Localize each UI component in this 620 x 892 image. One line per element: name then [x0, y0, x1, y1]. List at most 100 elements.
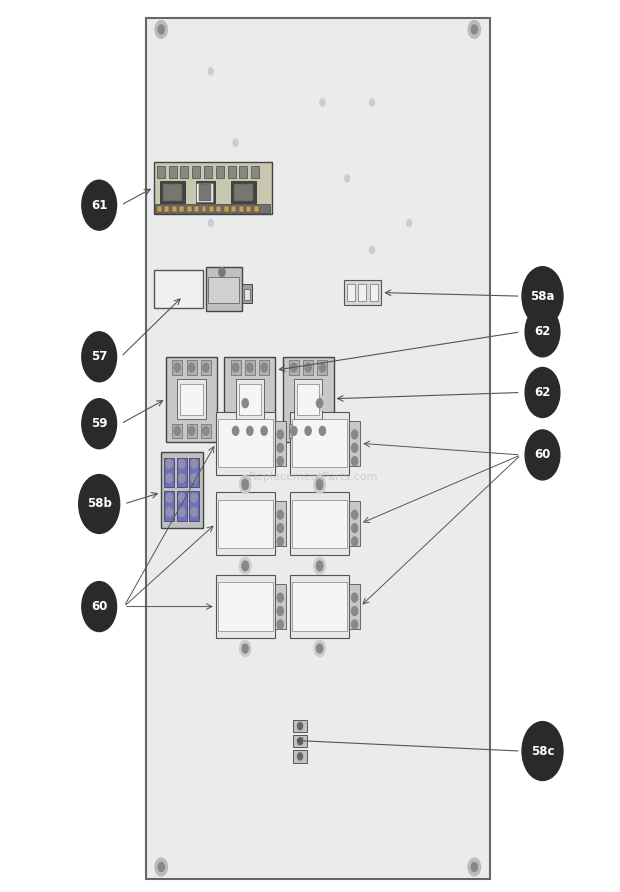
Circle shape	[82, 332, 117, 382]
FancyBboxPatch shape	[293, 720, 307, 732]
Circle shape	[277, 457, 283, 466]
FancyBboxPatch shape	[236, 379, 264, 419]
Circle shape	[277, 443, 283, 452]
FancyBboxPatch shape	[290, 575, 349, 638]
Circle shape	[522, 267, 563, 326]
Circle shape	[317, 562, 323, 571]
Circle shape	[232, 426, 239, 435]
Circle shape	[277, 593, 283, 602]
FancyBboxPatch shape	[224, 206, 229, 212]
Circle shape	[471, 25, 477, 34]
FancyBboxPatch shape	[189, 458, 199, 487]
FancyBboxPatch shape	[172, 360, 182, 375]
FancyBboxPatch shape	[187, 424, 197, 438]
Circle shape	[82, 399, 117, 449]
FancyBboxPatch shape	[303, 360, 313, 375]
Circle shape	[525, 307, 560, 357]
Text: 58a: 58a	[530, 290, 555, 302]
FancyBboxPatch shape	[177, 458, 187, 487]
Text: 60: 60	[534, 449, 551, 461]
Circle shape	[188, 426, 195, 435]
Circle shape	[525, 430, 560, 480]
FancyBboxPatch shape	[349, 501, 360, 546]
Circle shape	[242, 481, 248, 490]
FancyBboxPatch shape	[289, 424, 299, 438]
Circle shape	[208, 219, 213, 227]
FancyBboxPatch shape	[259, 424, 269, 438]
Circle shape	[233, 282, 238, 289]
FancyBboxPatch shape	[164, 206, 169, 212]
Circle shape	[370, 99, 374, 106]
FancyBboxPatch shape	[209, 206, 214, 212]
FancyBboxPatch shape	[292, 419, 347, 467]
Circle shape	[352, 537, 358, 546]
Circle shape	[317, 479, 323, 488]
FancyBboxPatch shape	[154, 270, 203, 308]
Circle shape	[158, 863, 164, 871]
Circle shape	[247, 363, 253, 372]
FancyBboxPatch shape	[161, 452, 203, 528]
Circle shape	[261, 426, 267, 435]
Circle shape	[314, 475, 326, 491]
Circle shape	[291, 426, 297, 435]
Circle shape	[525, 368, 560, 417]
FancyBboxPatch shape	[289, 360, 299, 375]
FancyBboxPatch shape	[290, 492, 349, 555]
Circle shape	[298, 738, 303, 745]
Circle shape	[179, 493, 185, 502]
FancyBboxPatch shape	[154, 162, 272, 214]
Circle shape	[166, 493, 172, 502]
FancyBboxPatch shape	[177, 491, 187, 521]
Circle shape	[352, 620, 358, 629]
Circle shape	[242, 561, 248, 570]
FancyBboxPatch shape	[239, 166, 247, 178]
FancyBboxPatch shape	[172, 424, 182, 438]
Circle shape	[277, 430, 283, 439]
FancyBboxPatch shape	[163, 184, 182, 201]
FancyBboxPatch shape	[293, 750, 307, 763]
Circle shape	[188, 363, 195, 372]
Circle shape	[242, 562, 248, 571]
FancyBboxPatch shape	[196, 183, 213, 202]
FancyBboxPatch shape	[344, 280, 381, 305]
FancyBboxPatch shape	[275, 501, 286, 546]
FancyBboxPatch shape	[347, 284, 355, 301]
FancyBboxPatch shape	[254, 206, 259, 212]
FancyBboxPatch shape	[239, 206, 244, 212]
FancyBboxPatch shape	[275, 584, 286, 629]
FancyBboxPatch shape	[246, 206, 251, 212]
Circle shape	[247, 426, 253, 435]
FancyBboxPatch shape	[157, 166, 165, 178]
FancyBboxPatch shape	[201, 424, 211, 438]
Circle shape	[277, 537, 283, 546]
FancyBboxPatch shape	[245, 360, 255, 375]
FancyBboxPatch shape	[228, 166, 236, 178]
Circle shape	[261, 363, 267, 372]
FancyBboxPatch shape	[293, 735, 307, 747]
Circle shape	[320, 99, 325, 106]
Circle shape	[239, 640, 250, 657]
FancyBboxPatch shape	[180, 166, 188, 178]
Circle shape	[317, 481, 323, 490]
Circle shape	[277, 510, 283, 519]
FancyBboxPatch shape	[239, 384, 261, 415]
Circle shape	[174, 426, 180, 435]
Circle shape	[468, 858, 481, 876]
FancyBboxPatch shape	[166, 357, 217, 442]
FancyBboxPatch shape	[218, 419, 273, 467]
FancyBboxPatch shape	[283, 357, 334, 442]
Text: 61: 61	[91, 199, 107, 211]
Circle shape	[352, 443, 358, 452]
Circle shape	[239, 395, 250, 411]
Circle shape	[82, 180, 117, 230]
Circle shape	[174, 363, 180, 372]
Circle shape	[277, 524, 283, 533]
FancyBboxPatch shape	[164, 458, 174, 487]
Circle shape	[314, 558, 326, 574]
FancyBboxPatch shape	[292, 500, 347, 548]
Circle shape	[219, 268, 225, 277]
FancyBboxPatch shape	[177, 379, 206, 419]
Circle shape	[298, 723, 303, 730]
Circle shape	[239, 475, 250, 491]
Circle shape	[298, 753, 303, 760]
